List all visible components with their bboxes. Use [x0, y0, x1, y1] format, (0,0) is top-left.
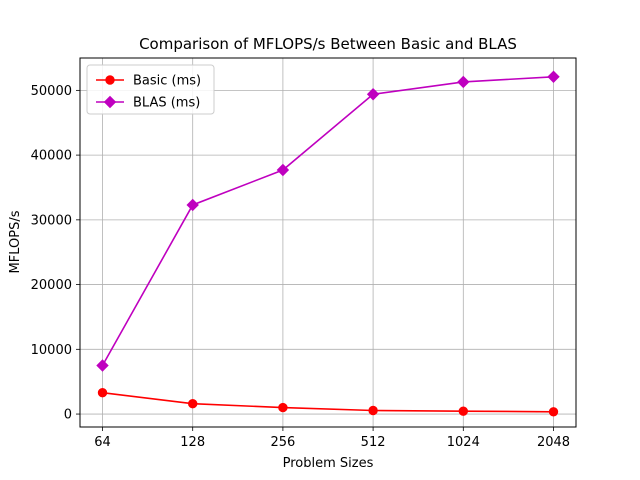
data-point-blas-ms-diamond-marker: [186, 198, 199, 212]
legend-basic-ms-circle-marker: [105, 75, 115, 85]
x-tick-label: 256: [270, 435, 295, 450]
y-tick-label: 30000: [31, 213, 72, 228]
y-tick-label: 20000: [31, 278, 72, 293]
legend-label-blas-ms: BLAS (ms): [133, 96, 200, 111]
data-point-basic-ms-circle-marker: [97, 387, 108, 398]
axis-ticks: 64 128 256 512 1024 2048 0 10000 20000 30000 40000…: [31, 84, 570, 450]
series-layer: [96, 70, 560, 417]
plot-area-frame: [79, 57, 577, 428]
series-line-basic-ms: [102, 391, 554, 413]
data-point-basic-ms-circle-marker: [548, 407, 559, 417]
x-tick-label: 64: [94, 435, 111, 450]
data-point-basic-ms-circle-marker: [278, 402, 288, 413]
x-tick-label: 128: [180, 435, 205, 450]
x-tick-label: 512: [361, 435, 386, 450]
y-tick-label: 50000: [31, 84, 72, 99]
legend-item-basic-ms: Basic (ms): [96, 74, 201, 89]
data-point-basic-ms-circle-marker: [368, 405, 378, 416]
legend-label-basic-ms: Basic (ms): [133, 74, 201, 89]
y-axis-label: MFLOPS/s: [8, 210, 23, 273]
data-point-basic-ms-circle-marker: [458, 406, 468, 416]
data-point-blas-ms-diamond-marker: [276, 163, 290, 177]
y-tick-label: 0: [64, 408, 72, 423]
data-point-blas-ms-diamond-marker: [547, 70, 560, 83]
legend-blas-ms-diamond-marker: [103, 95, 117, 109]
chart-title: Comparison of MFLOPS/s Between Basic and…: [139, 35, 517, 53]
data-point-blas-ms-diamond-marker: [457, 75, 470, 89]
x-tick-label: 1024: [447, 435, 480, 450]
x-axis-label: Problem Sizes: [283, 456, 374, 471]
legend: Basic (ms) BLAS (ms): [86, 64, 215, 115]
y-tick-label: 40000: [31, 149, 72, 164]
legend-item-blas-ms: BLAS (ms): [96, 96, 200, 111]
y-tick-label: 10000: [31, 343, 72, 358]
data-point-basic-ms-circle-marker: [188, 398, 198, 409]
grid-lines: [80, 58, 576, 427]
series-line-blas-ms: [101, 75, 554, 366]
x-tick-label: 2048: [537, 435, 570, 450]
series-basic-ms: [97, 387, 559, 417]
data-point-blas-ms-diamond-marker: [96, 359, 109, 372]
series-blas-ms: [96, 70, 560, 372]
data-point-blas-ms-diamond-marker: [366, 88, 380, 101]
